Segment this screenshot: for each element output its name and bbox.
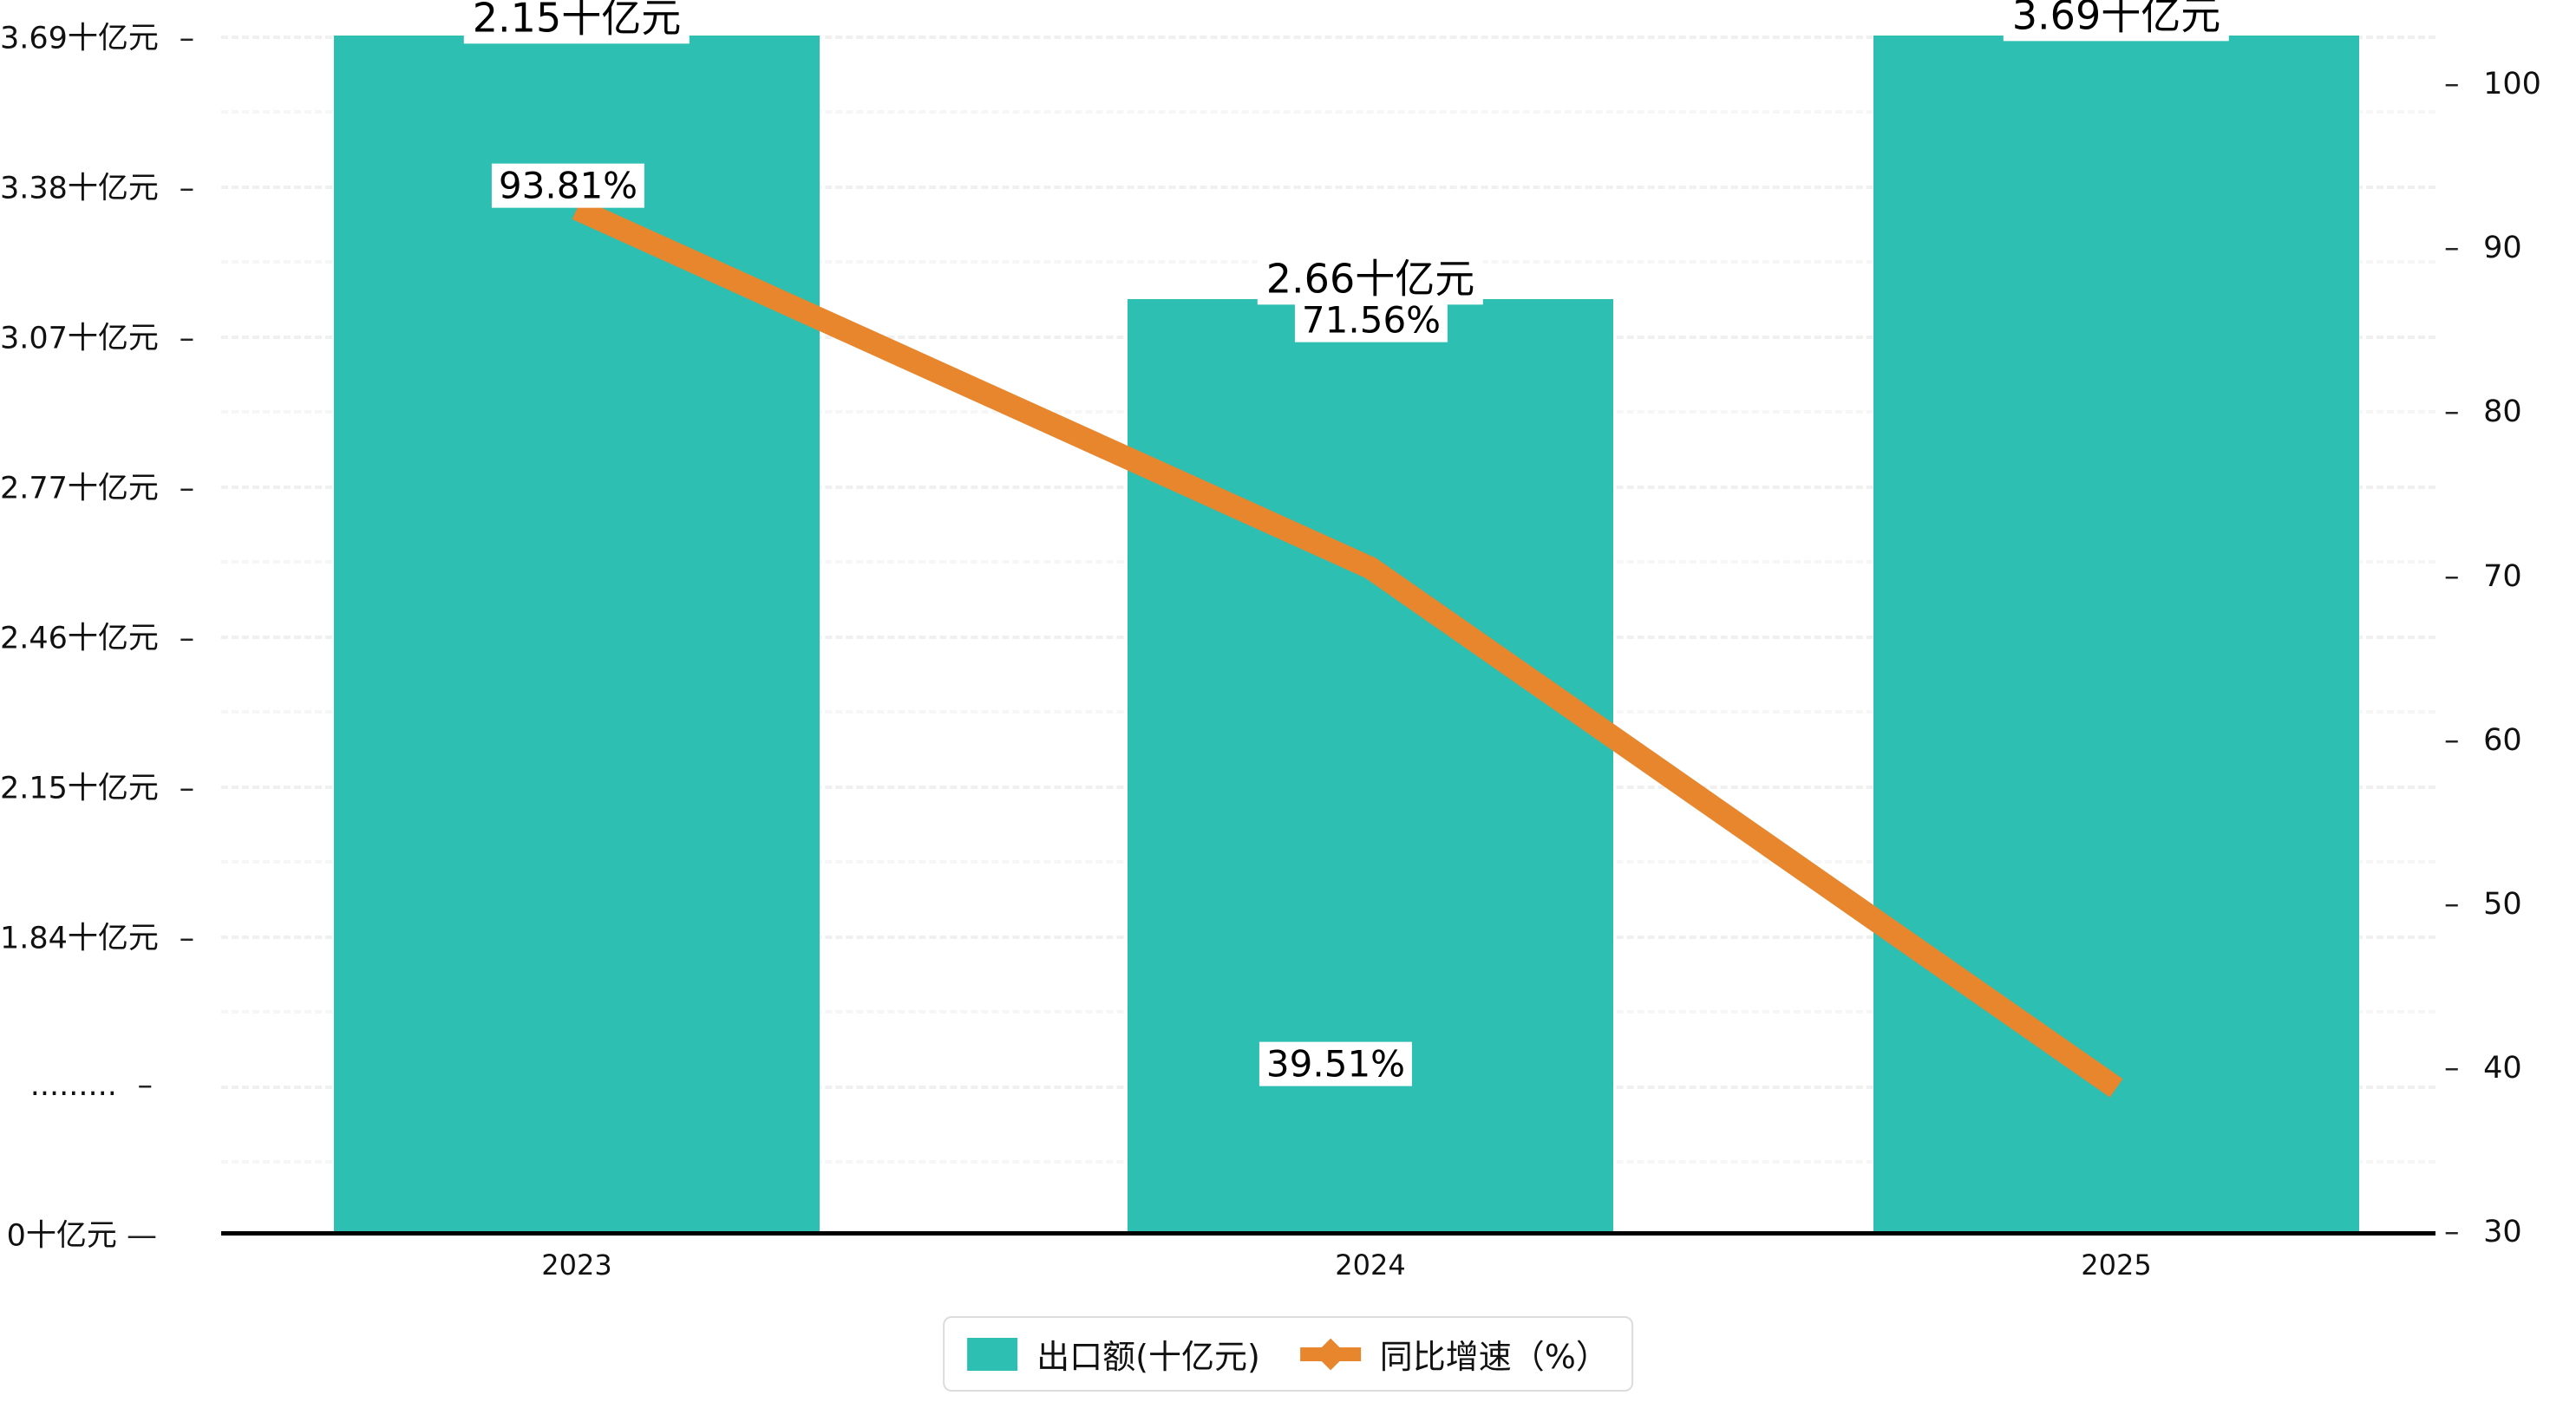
tick-mark: –	[179, 921, 195, 956]
y-left-tick-2.15: 2.15十亿元 –	[0, 764, 194, 808]
y-right-tick-100: – 100	[2444, 67, 2541, 101]
legend-label: 同比增速（%）	[1379, 1338, 1609, 1376]
bar-rect	[334, 36, 820, 1233]
legend-label: 出口额(十亿元)	[1036, 1338, 1260, 1376]
tick-mark: –	[179, 21, 195, 56]
y-right-tick-label: 90	[2483, 231, 2522, 265]
y-left-tick-label: .........	[29, 1068, 117, 1103]
y-left-tick-3.69: 3.69十亿元 –	[0, 14, 194, 58]
bar-value-label-2023: 2.15十亿元	[463, 0, 690, 43]
y-right-tick-label: 60	[2483, 723, 2522, 758]
line-series-layer	[572, 199, 2123, 1098]
bar-2025[interactable]	[1873, 36, 2359, 1233]
growth-rate-line[interactable]	[572, 199, 2123, 1098]
x-tick-label-2024: 2024	[1335, 1249, 1406, 1281]
y-left-tick-ellipsis: ......... –	[0, 1068, 153, 1103]
y-left-tick-label: 3.38十亿元	[0, 171, 159, 206]
tick-mark: –	[2444, 559, 2460, 594]
y-right-tick-30: – 30	[2444, 1215, 2522, 1249]
y-right-tick-label: 40	[2483, 1051, 2522, 1086]
legend-line-marker-icon	[1299, 1338, 1361, 1370]
tick-mark: –	[2444, 723, 2460, 758]
tick-mark: –	[179, 171, 195, 206]
legend-bar-swatch-icon	[967, 1337, 1018, 1371]
tick-mark: –	[179, 471, 195, 506]
y-left-tick-label: 3.69十亿元	[0, 21, 159, 56]
tick-mark: –	[2444, 887, 2460, 922]
x-tick-label-2023: 2023	[541, 1249, 612, 1281]
y-right-tick-label: 70	[2483, 559, 2522, 594]
tick-mark: —	[127, 1218, 157, 1254]
y-right-tick-label: 100	[2483, 67, 2541, 101]
y-left-tick-label: 2.46十亿元	[0, 621, 159, 656]
y-right-tick-label: 80	[2483, 395, 2522, 429]
gridline	[221, 186, 2435, 189]
y-right-tick-80: – 80	[2444, 395, 2522, 429]
y-left-tick-0: 0十亿元 —	[0, 1211, 157, 1255]
plot-area: 2.15十亿元 2.66十亿元 3.69十亿元 93.81% 71.56% 39…	[221, 0, 2435, 1233]
tick-mark: –	[179, 321, 195, 356]
tick-mark: –	[179, 621, 195, 656]
tick-mark: –	[137, 1068, 154, 1103]
tick-mark: –	[2444, 395, 2460, 429]
gridline	[221, 36, 2435, 39]
tick-mark: –	[179, 771, 195, 806]
y-left-tick-2.46: 2.46十亿元 –	[0, 614, 194, 658]
y-right-tick-90: – 90	[2444, 231, 2522, 265]
y-left-tick-label: 0十亿元	[6, 1218, 117, 1254]
y-left-tick-2.77: 2.77十亿元 –	[0, 464, 194, 508]
bar-value-label-2024: 2.66十亿元	[1257, 254, 1484, 304]
y-left-tick-label: 2.77十亿元	[0, 471, 159, 506]
y-right-tick-60: – 60	[2444, 723, 2522, 758]
line-value-label-2024: 71.56%	[1294, 297, 1448, 342]
x-tick-label-2025: 2025	[2081, 1249, 2152, 1281]
legend: 出口额(十亿元) 同比增速（%）	[943, 1316, 1633, 1392]
y-left-tick-3.07: 3.07十亿元 –	[0, 314, 194, 358]
y-right-tick-40: – 40	[2444, 1051, 2522, 1086]
y-left-tick-label: 1.84十亿元	[0, 921, 159, 956]
bar-rect	[1873, 36, 2359, 1233]
line-value-label-2023: 93.81%	[491, 163, 645, 208]
bar-value-label-2025: 3.69十亿元	[2003, 0, 2230, 41]
y-left-tick-label: 3.07十亿元	[0, 321, 159, 356]
y-right-tick-label: 50	[2483, 887, 2522, 922]
y-left-tick-3.38: 3.38十亿元 –	[0, 164, 194, 208]
legend-diamond-marker-icon	[1314, 1338, 1347, 1370]
bar-2023[interactable]	[334, 36, 820, 1233]
y-right-tick-70: – 70	[2444, 559, 2522, 594]
tick-mark: –	[2444, 1215, 2460, 1249]
left-axis: 3.69十亿元 – 3.38十亿元 – 3.07十亿元 – 2.77十亿元 – …	[0, 14, 194, 1254]
legend-item-export-value[interactable]: 出口额(十亿元)	[967, 1330, 1260, 1378]
line-value-label-2025: 39.51%	[1259, 1041, 1413, 1086]
legend-item-growth-rate[interactable]: 同比增速（%）	[1299, 1330, 1609, 1378]
y-left-tick-1.84: 1.84十亿元 –	[0, 914, 194, 958]
tick-mark: –	[2444, 231, 2460, 265]
gridline-minor	[221, 110, 2435, 114]
y-left-tick-label: 2.15十亿元	[0, 771, 159, 806]
tick-mark: –	[2444, 1051, 2460, 1086]
tick-mark: –	[2444, 67, 2460, 101]
y-right-tick-50: – 50	[2444, 887, 2522, 922]
x-axis-line	[221, 1231, 2435, 1236]
y-right-tick-label: 30	[2483, 1215, 2522, 1249]
